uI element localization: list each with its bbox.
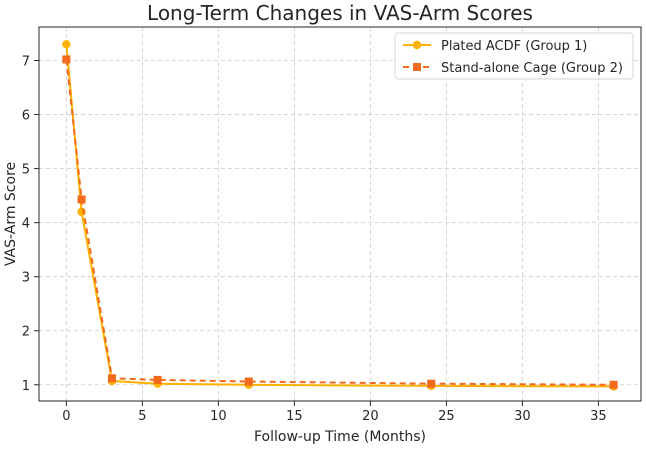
legend-box (394, 32, 634, 80)
series-line (65, 44, 614, 388)
data-point (609, 380, 618, 389)
data-point (77, 195, 86, 204)
y-tick-label: 2 (22, 325, 30, 340)
x-tick-label: 25 (438, 409, 455, 424)
x-tick-label: 5 (138, 409, 146, 424)
data-point (244, 377, 253, 386)
legend-label: Stand-alone Cage (Group 2) (441, 61, 623, 76)
legend: Plated ACDF (Group 1) Stand-alone Cage (G… (394, 32, 634, 80)
x-tick-label: 15 (286, 409, 303, 424)
y-tick-label: 4 (22, 217, 30, 232)
legend-item: Stand-alone Cage (Group 2) (403, 61, 623, 76)
y-axis-label: VAS-Arm Score (3, 162, 19, 266)
x-tick-label: 0 (62, 409, 70, 424)
y-tick-label: 1 (22, 379, 30, 394)
legend-item: Plated ACDF (Group 1) (403, 39, 587, 54)
legend-label: Plated ACDF (Group 1) (441, 39, 587, 54)
plot-frame (38, 26, 642, 402)
y-tick-label: 6 (22, 109, 30, 124)
series-layer (62, 40, 618, 391)
y-tick-label: 3 (22, 271, 30, 286)
series-2 (62, 55, 618, 389)
data-point (427, 379, 436, 388)
chart-title: Long-Term Changes in VAS-Arm Scores (147, 1, 533, 25)
data-point (107, 374, 116, 383)
x-tick-label: 30 (514, 409, 531, 424)
x-axis-label: Follow-up Time (Months) (254, 429, 426, 445)
axis-ticks: 0 5 10 15 20 25 30 35 1 2 3 4 5 6 7 (22, 55, 607, 424)
x-tick-label: 20 (362, 409, 379, 424)
series-1 (62, 40, 618, 391)
y-tick-label: 5 (22, 163, 30, 178)
y-tick-label: 7 (22, 55, 30, 70)
data-point (153, 375, 162, 384)
grid-lines (39, 27, 641, 401)
x-tick-label: 35 (590, 409, 607, 424)
legend-marker (412, 40, 422, 50)
x-tick-label: 10 (210, 409, 227, 424)
legend-marker (413, 63, 421, 71)
series-line (65, 59, 614, 386)
data-point (62, 40, 71, 49)
data-point (62, 55, 71, 64)
